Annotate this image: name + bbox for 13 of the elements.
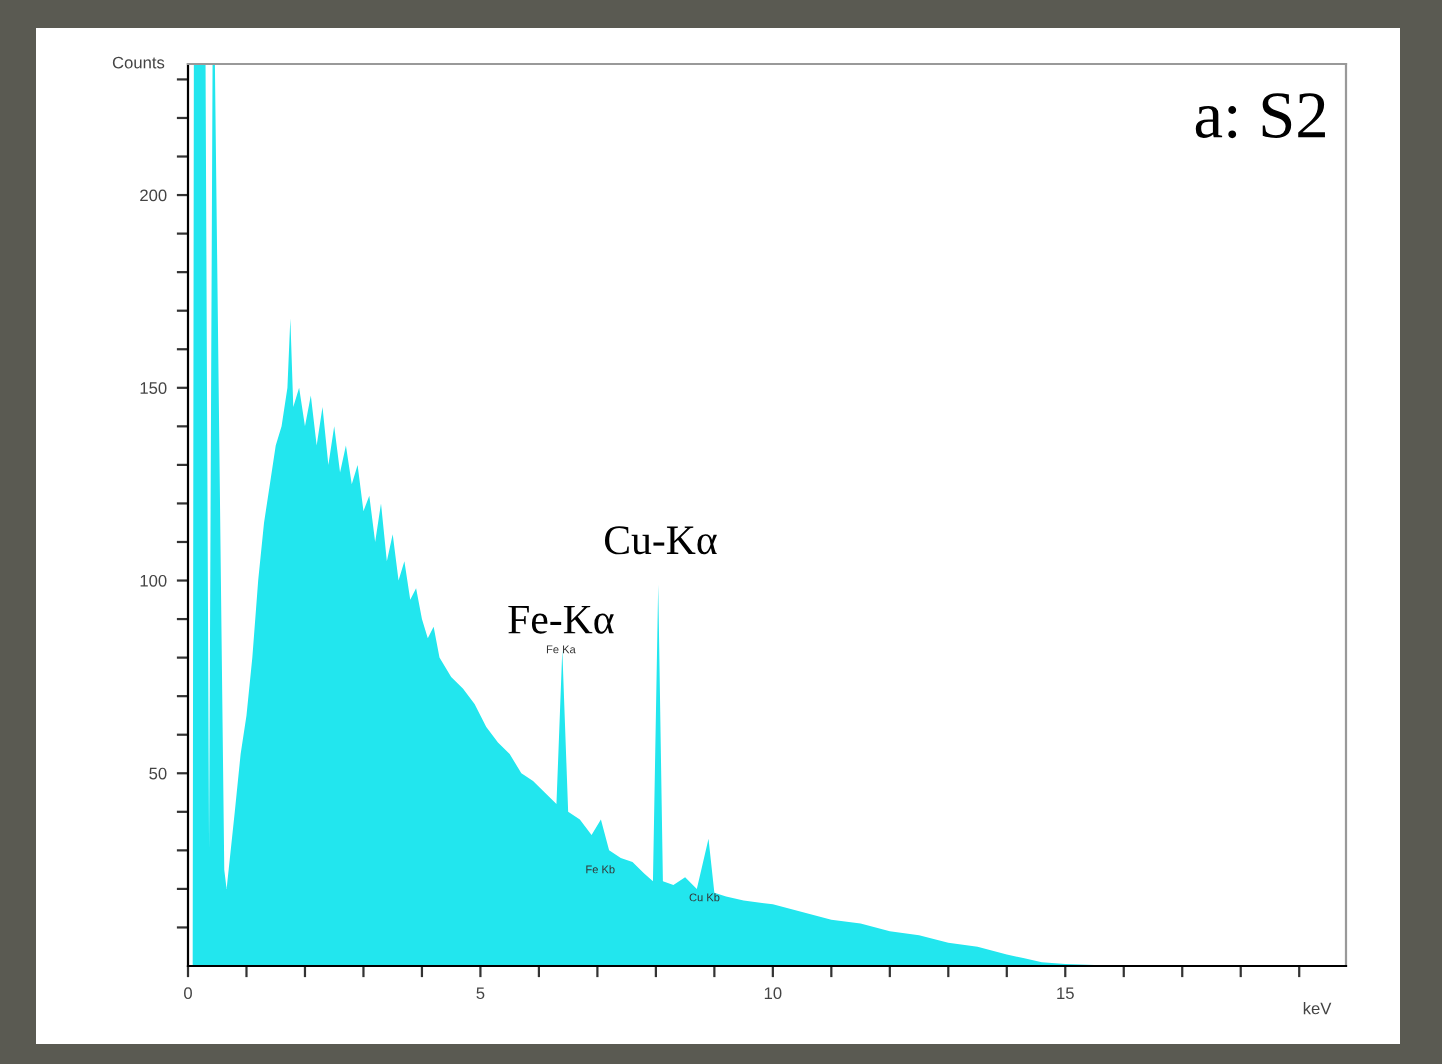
annotation: Fe-Kα [508, 605, 614, 634]
y-tick-label: 150 [140, 382, 167, 394]
x-tick-label: 10 [764, 987, 782, 1000]
annotation: Cu-Kα [604, 526, 717, 555]
x-tick-label: 5 [476, 987, 485, 1000]
x-tick-label: 15 [1057, 987, 1074, 1000]
x-axis-title: keV [1303, 1002, 1332, 1015]
y-tick-label: 200 [140, 189, 167, 202]
y-tick-label: 100 [140, 574, 167, 587]
annotation: a: S2 [1195, 93, 1325, 139]
x-tick-label: 0 [184, 987, 192, 1000]
y-tick-label: 50 [149, 767, 167, 780]
y-axis-title: Counts [112, 56, 165, 69]
